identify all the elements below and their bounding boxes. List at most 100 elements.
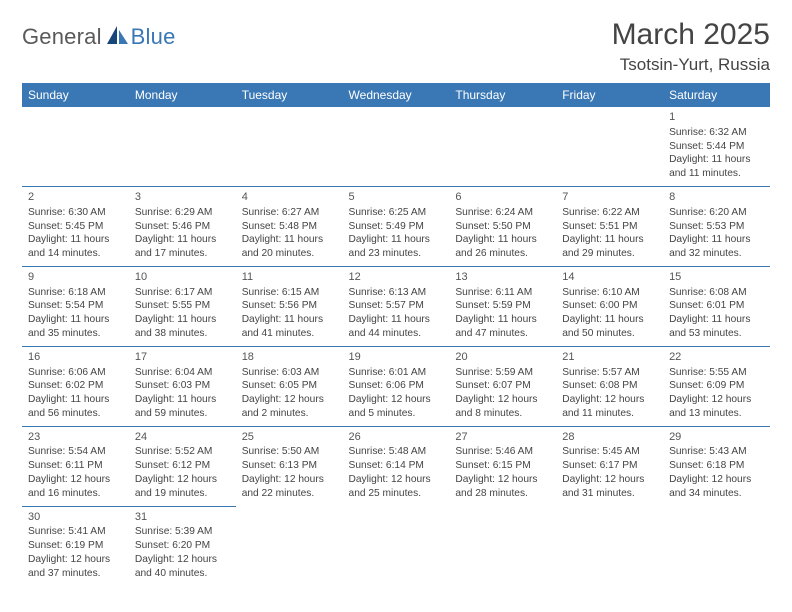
sunrise-line: Sunrise: 6:13 AM [349,286,444,300]
sunrise-line: Sunrise: 5:52 AM [135,445,230,459]
weekday-header: Friday [556,83,663,107]
sunset-line: Sunset: 5:44 PM [669,140,764,154]
daylight-line: Daylight: 11 hours and 50 minutes. [562,313,657,341]
calendar-row: 16Sunrise: 6:06 AMSunset: 6:02 PMDayligh… [22,346,770,426]
empty-cell [449,107,556,186]
sunset-line: Sunset: 6:02 PM [28,379,123,393]
day-number: 23 [28,430,123,445]
daylight-line: Daylight: 12 hours and 34 minutes. [669,473,764,501]
sunset-line: Sunset: 6:09 PM [669,379,764,393]
day-cell: 4Sunrise: 6:27 AMSunset: 5:48 PMDaylight… [236,186,343,266]
empty-cell [22,107,129,186]
day-number: 2 [28,190,123,205]
sunset-line: Sunset: 6:13 PM [242,459,337,473]
sunset-line: Sunset: 6:00 PM [562,299,657,313]
sunrise-line: Sunrise: 6:08 AM [669,286,764,300]
empty-cell [663,506,770,585]
sunrise-line: Sunrise: 6:17 AM [135,286,230,300]
day-cell: 29Sunrise: 5:43 AMSunset: 6:18 PMDayligh… [663,426,770,506]
sunset-line: Sunset: 5:59 PM [455,299,550,313]
calendar-table: SundayMondayTuesdayWednesdayThursdayFrid… [22,83,770,585]
sunset-line: Sunset: 5:55 PM [135,299,230,313]
day-cell: 25Sunrise: 5:50 AMSunset: 6:13 PMDayligh… [236,426,343,506]
daylight-line: Daylight: 11 hours and 29 minutes. [562,233,657,261]
sunset-line: Sunset: 5:54 PM [28,299,123,313]
day-number: 18 [242,350,337,365]
day-cell: 21Sunrise: 5:57 AMSunset: 6:08 PMDayligh… [556,346,663,426]
calendar-row: 1Sunrise: 6:32 AMSunset: 5:44 PMDaylight… [22,107,770,186]
sunrise-line: Sunrise: 6:20 AM [669,206,764,220]
day-cell: 5Sunrise: 6:25 AMSunset: 5:49 PMDaylight… [343,186,450,266]
sail-icon [107,26,129,51]
sunrise-line: Sunrise: 6:15 AM [242,286,337,300]
sunset-line: Sunset: 5:48 PM [242,220,337,234]
day-cell: 6Sunrise: 6:24 AMSunset: 5:50 PMDaylight… [449,186,556,266]
sunset-line: Sunset: 6:06 PM [349,379,444,393]
day-number: 28 [562,430,657,445]
daylight-line: Daylight: 11 hours and 32 minutes. [669,233,764,261]
sunrise-line: Sunrise: 5:55 AM [669,366,764,380]
sunset-line: Sunset: 5:50 PM [455,220,550,234]
brand-logo: General Blue [22,24,176,50]
daylight-line: Daylight: 12 hours and 13 minutes. [669,393,764,421]
location: Tsotsin-Yurt, Russia [612,55,770,75]
calendar-row: 9Sunrise: 6:18 AMSunset: 5:54 PMDaylight… [22,266,770,346]
weekday-header: Saturday [663,83,770,107]
header: General Blue March 2025 Tsotsin-Yurt, Ru… [22,18,770,75]
day-cell: 31Sunrise: 5:39 AMSunset: 6:20 PMDayligh… [129,506,236,585]
day-number: 8 [669,190,764,205]
sunrise-line: Sunrise: 6:22 AM [562,206,657,220]
day-number: 5 [349,190,444,205]
daylight-line: Daylight: 11 hours and 35 minutes. [28,313,123,341]
weekday-header: Tuesday [236,83,343,107]
daylight-line: Daylight: 12 hours and 16 minutes. [28,473,123,501]
day-cell: 14Sunrise: 6:10 AMSunset: 6:00 PMDayligh… [556,266,663,346]
sunrise-line: Sunrise: 5:57 AM [562,366,657,380]
daylight-line: Daylight: 11 hours and 59 minutes. [135,393,230,421]
weekday-header: Monday [129,83,236,107]
day-cell: 19Sunrise: 6:01 AMSunset: 6:06 PMDayligh… [343,346,450,426]
daylight-line: Daylight: 12 hours and 31 minutes. [562,473,657,501]
day-number: 27 [455,430,550,445]
day-cell: 8Sunrise: 6:20 AMSunset: 5:53 PMDaylight… [663,186,770,266]
day-cell: 30Sunrise: 5:41 AMSunset: 6:19 PMDayligh… [22,506,129,585]
day-number: 15 [669,270,764,285]
sunrise-line: Sunrise: 5:59 AM [455,366,550,380]
sunset-line: Sunset: 6:08 PM [562,379,657,393]
sunset-line: Sunset: 5:56 PM [242,299,337,313]
sunset-line: Sunset: 6:05 PM [242,379,337,393]
empty-cell [236,107,343,186]
daylight-line: Daylight: 11 hours and 47 minutes. [455,313,550,341]
sunrise-line: Sunrise: 5:46 AM [455,445,550,459]
day-cell: 28Sunrise: 5:45 AMSunset: 6:17 PMDayligh… [556,426,663,506]
sunset-line: Sunset: 6:18 PM [669,459,764,473]
sunrise-line: Sunrise: 6:04 AM [135,366,230,380]
sunset-line: Sunset: 5:45 PM [28,220,123,234]
day-number: 26 [349,430,444,445]
day-cell: 11Sunrise: 6:15 AMSunset: 5:56 PMDayligh… [236,266,343,346]
day-cell: 1Sunrise: 6:32 AMSunset: 5:44 PMDaylight… [663,107,770,186]
sunrise-line: Sunrise: 5:41 AM [28,525,123,539]
calendar-row: 2Sunrise: 6:30 AMSunset: 5:45 PM Daylight… [22,186,770,266]
daylight-line: Daylight: 12 hours and 40 minutes. [135,553,230,581]
sunset-line: Sunset: 6:01 PM [669,299,764,313]
daylight-line: Daylight: 12 hours and 8 minutes. [455,393,550,421]
daylight-line: Daylight: 12 hours and 25 minutes. [349,473,444,501]
day-number: 31 [135,510,230,525]
day-number: 6 [455,190,550,205]
sunrise-line: Sunrise: 5:48 AM [349,445,444,459]
sunrise-line: Sunrise: 6:03 AM [242,366,337,380]
day-cell: 20Sunrise: 5:59 AMSunset: 6:07 PMDayligh… [449,346,556,426]
empty-cell [556,506,663,585]
sunrise-line: Sunrise: 6:01 AM [349,366,444,380]
weekday-header: Thursday [449,83,556,107]
sunset-line: Sunset: 6:12 PM [135,459,230,473]
sunrise-line: Sunrise: 6:30 AM [28,206,123,220]
daylight-line: Daylight: 12 hours and 5 minutes. [349,393,444,421]
sunset-line: Sunset: 6:15 PM [455,459,550,473]
day-number: 9 [28,270,123,285]
day-number: 22 [669,350,764,365]
day-cell: 17Sunrise: 6:04 AMSunset: 6:03 PMDayligh… [129,346,236,426]
sunset-line: Sunset: 5:57 PM [349,299,444,313]
sunset-line: Sunset: 5:49 PM [349,220,444,234]
